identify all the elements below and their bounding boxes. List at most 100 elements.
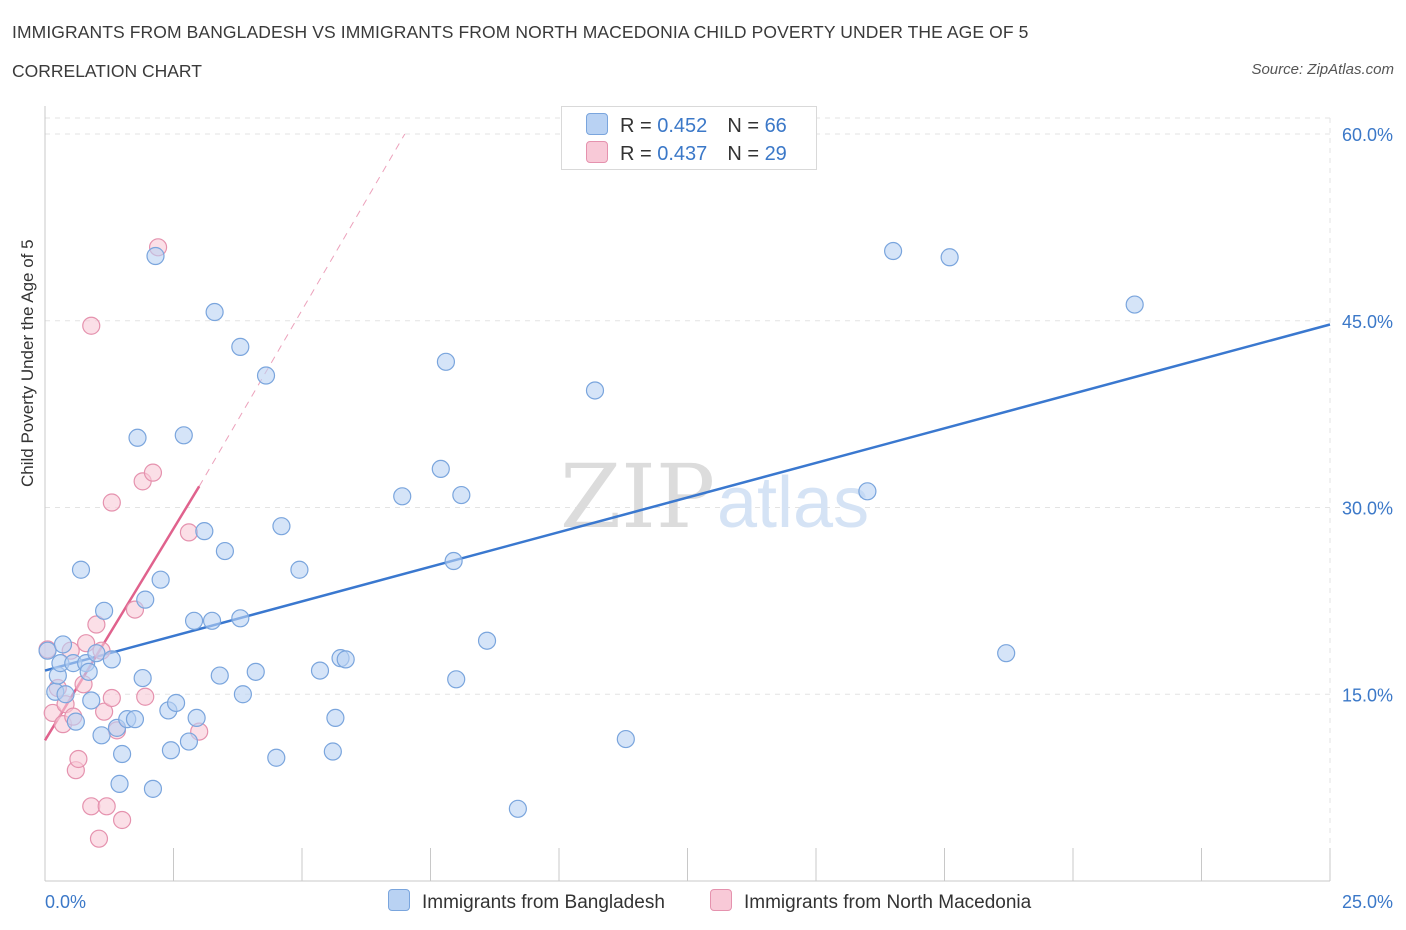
data-point-north-macedonia [82, 316, 101, 335]
data-point-bangladesh [110, 774, 129, 793]
data-point-bangladesh [508, 799, 527, 818]
data-point-bangladesh [128, 428, 147, 447]
data-point-bangladesh [256, 366, 276, 385]
trend-line-bangladesh [44, 323, 1331, 672]
data-point-bangladesh [231, 609, 250, 628]
data-point-bangladesh [272, 517, 291, 536]
legend-n-value: 66 [764, 115, 787, 137]
data-point-bangladesh [323, 742, 342, 761]
legend-r-value: 0.452 [657, 115, 708, 137]
data-point-bangladesh [431, 459, 450, 479]
data-point-bangladesh [161, 741, 181, 760]
data-point-bangladesh [187, 708, 206, 728]
source-label: Source: ZipAtlas.com [1251, 61, 1394, 78]
data-point-bangladesh [66, 712, 85, 731]
data-point-bangladesh [452, 485, 471, 505]
data-point-bangladesh [71, 560, 91, 579]
watermark-atlas: atlas [717, 463, 869, 543]
legend-swatch-blue [586, 113, 608, 135]
data-point-bangladesh [326, 708, 345, 728]
data-point-bangladesh [336, 650, 355, 669]
data-point-bangladesh [184, 611, 204, 630]
data-point-north-macedonia [136, 687, 155, 706]
series-legend-label: Immigrants from Bangladesh [422, 892, 665, 913]
data-point-bangladesh [1125, 295, 1144, 314]
legend-r-value: 0.437 [657, 143, 708, 165]
legend-r-label: R = [620, 115, 658, 137]
x-tick-label: 25.0% [1342, 892, 1393, 912]
data-point-bangladesh [133, 668, 152, 688]
chart-subtitle: CORRELATION CHART [12, 61, 202, 81]
data-point-bangladesh [290, 560, 309, 579]
trend-line-north-macedonia-extension [198, 133, 406, 487]
legend-n-label: N = [727, 115, 765, 137]
series-legend-bangladesh: Immigrants from Bangladesh [388, 889, 665, 914]
data-point-bangladesh [477, 631, 497, 650]
tick-labels: 15.0% 30.0% 45.0% 60.0% 0.0% 25.0% [45, 125, 1393, 912]
chart-title: IMMIGRANTS FROM BANGLADESH VS IMMIGRANTS… [12, 22, 1029, 42]
data-point-bangladesh [310, 661, 330, 680]
data-point-bangladesh [858, 482, 877, 501]
data-point-bangladesh [146, 246, 165, 266]
data-point-bangladesh [997, 644, 1016, 663]
legend-n-value: 29 [764, 143, 787, 165]
data-point-bangladesh [87, 644, 106, 663]
data-point-bangladesh [136, 590, 155, 609]
data-point-bangladesh [246, 662, 265, 681]
correlation-legend: R = 0.452 N = 66 R = 0.437 N = 29 [561, 106, 817, 170]
y-tick-label: 60.0% [1342, 125, 1393, 145]
series-legend-north-macedonia: Immigrants from North Macedonia [710, 889, 1031, 914]
data-point-bangladesh [215, 541, 234, 561]
data-point-bangladesh [38, 641, 57, 660]
data-point-north-macedonia [95, 702, 114, 721]
trend-lines [43, 133, 1331, 741]
data-point-bangladesh [151, 570, 170, 589]
data-point-bangladesh [205, 302, 224, 322]
data-point-bangladesh [174, 426, 193, 445]
axes [44, 106, 1331, 882]
data-point-north-macedonia [179, 523, 199, 542]
data-point-bangladesh [616, 729, 635, 749]
series-legend-swatch-pink [710, 889, 732, 911]
data-point-north-macedonia [69, 749, 88, 769]
data-point-bangladesh [233, 685, 252, 704]
data-point-bangladesh [883, 241, 903, 261]
data-point-bangladesh [143, 779, 163, 798]
y-axis-label: Child Poverty Under the Age of 5 [18, 239, 37, 487]
data-point-bangladesh [195, 522, 214, 541]
series-bangladesh [38, 241, 1144, 818]
data-point-bangladesh [166, 693, 186, 713]
data-point-bangladesh [202, 611, 222, 630]
data-point-bangladesh [82, 691, 101, 710]
legend-row-bangladesh: R = 0.452 N = 66 [586, 113, 787, 137]
x-tick-label: 0.0% [45, 892, 86, 912]
data-point-north-macedonia [87, 615, 106, 634]
data-point-north-macedonia [112, 810, 132, 830]
series-legend-label: Immigrants from North Macedonia [744, 892, 1032, 913]
data-point-north-macedonia [143, 463, 163, 482]
data-point-bangladesh [210, 666, 229, 685]
data-point-bangladesh [53, 635, 73, 654]
data-point-bangladesh [179, 732, 199, 751]
series-legend-swatch-blue [388, 889, 410, 911]
data-point-bangladesh [125, 710, 145, 729]
y-tick-label: 15.0% [1342, 685, 1393, 705]
data-point-bangladesh [112, 744, 132, 764]
data-point-north-macedonia [89, 829, 109, 848]
data-point-bangladesh [79, 662, 98, 681]
data-point-north-macedonia [82, 797, 101, 816]
data-point-bangladesh [444, 551, 463, 571]
data-point-north-macedonia [97, 797, 116, 816]
data-point-north-macedonia [43, 703, 62, 723]
data-point-bangladesh [940, 248, 959, 267]
data-point-north-macedonia [102, 493, 121, 512]
legend-r-label: R = [620, 143, 658, 165]
data-point-bangladesh [231, 337, 250, 356]
data-point-bangladesh [56, 685, 75, 704]
data-point-bangladesh [92, 726, 111, 745]
data-point-bangladesh [95, 601, 114, 620]
legend-swatch-pink [586, 141, 608, 163]
data-point-bangladesh [447, 670, 466, 689]
data-point-north-macedonia [102, 688, 121, 708]
